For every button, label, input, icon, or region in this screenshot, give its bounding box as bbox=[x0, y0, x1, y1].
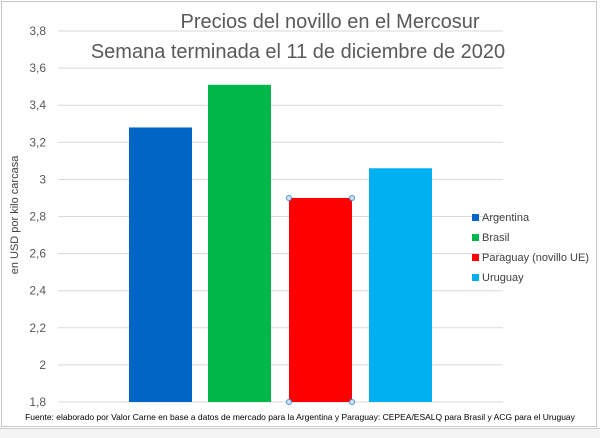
legend-swatch bbox=[472, 214, 479, 221]
legend-swatch bbox=[472, 234, 479, 241]
legend-label: Paraguay (novillo UE) bbox=[482, 252, 589, 264]
bar-uruguay[interactable] bbox=[369, 168, 432, 402]
y-tick-label: 3,4 bbox=[29, 98, 46, 112]
legend-label: Argentina bbox=[482, 212, 530, 224]
selection-handle[interactable] bbox=[286, 194, 292, 201]
y-tick-label: 2,8 bbox=[29, 210, 46, 224]
y-tick-label: 3 bbox=[39, 172, 46, 186]
y-tick-label: 1,8 bbox=[29, 395, 46, 409]
y-tick-label: 3,8 bbox=[29, 24, 46, 38]
legend-swatch bbox=[472, 274, 479, 281]
bar-paraguay[interactable] bbox=[289, 197, 352, 402]
y-axis-label: en USD por kilo carcasa bbox=[9, 155, 21, 274]
legend-swatch bbox=[472, 254, 479, 261]
y-tick-label: 2 bbox=[39, 358, 46, 372]
source-note: Fuente: elaborado por Valor Carne en bas… bbox=[25, 412, 576, 422]
y-tick-label: 2,6 bbox=[29, 247, 46, 261]
selection-handle[interactable] bbox=[349, 399, 355, 405]
chart-title-line-1: Precios del novillo en el Mercosur bbox=[180, 11, 479, 33]
spreadsheet-strip bbox=[0, 428, 600, 438]
chart-title-line-2: Semana terminada el 11 de diciembre de 2… bbox=[91, 41, 505, 63]
legend-label: Uruguay bbox=[482, 272, 524, 284]
y-tick-label: 3,6 bbox=[29, 61, 46, 75]
y-tick-label: 2,4 bbox=[29, 284, 46, 298]
bar-brasil[interactable] bbox=[208, 84, 271, 403]
chart-frame bbox=[1, 1, 597, 427]
legend-label: Brasil bbox=[482, 232, 510, 244]
bar-argentina[interactable] bbox=[129, 127, 192, 403]
y-tick-label: 2,2 bbox=[29, 321, 46, 335]
y-tick-label: 3,2 bbox=[29, 135, 46, 149]
selection-handle[interactable] bbox=[349, 194, 355, 201]
selection-handle[interactable] bbox=[286, 399, 292, 405]
